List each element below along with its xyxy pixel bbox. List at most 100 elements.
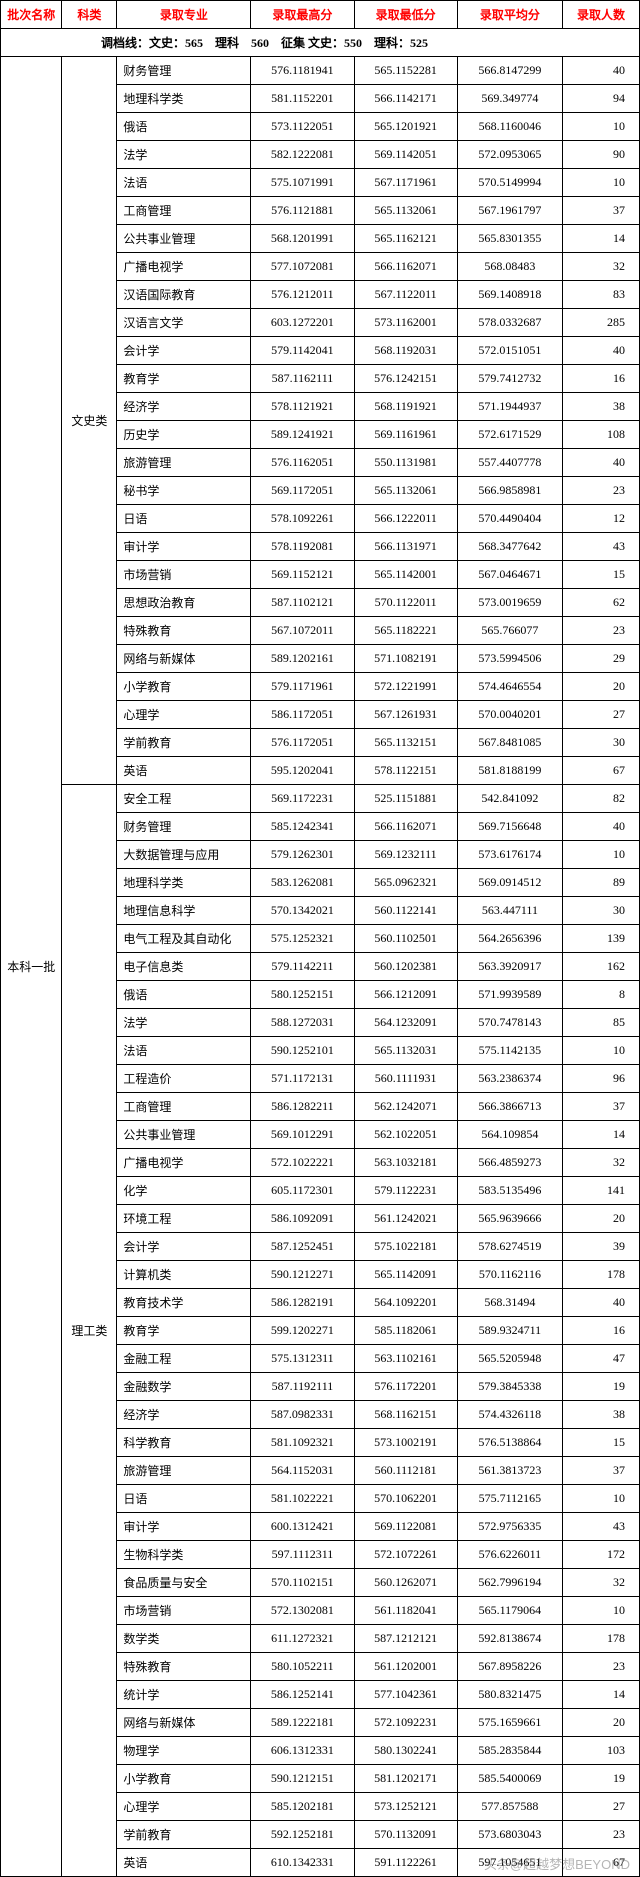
major-cell: 网络与新媒体 (117, 1709, 251, 1737)
max-cell: 578.1092261 (251, 505, 354, 533)
major-cell: 法语 (117, 169, 251, 197)
max-cell: 581.1092321 (251, 1429, 354, 1457)
max-cell: 579.1262301 (251, 841, 354, 869)
avg-cell: 597.1054651 (457, 1849, 562, 1877)
max-cell: 587.1162111 (251, 365, 354, 393)
max-cell: 586.1282211 (251, 1093, 354, 1121)
max-cell: 586.1282191 (251, 1289, 354, 1317)
min-cell: 568.1192031 (354, 337, 457, 365)
count-cell: 39 (563, 1233, 640, 1261)
min-cell: 566.1212091 (354, 981, 457, 1009)
major-cell: 俄语 (117, 981, 251, 1009)
max-cell: 590.1212271 (251, 1261, 354, 1289)
count-cell: 32 (563, 253, 640, 281)
major-cell: 数学类 (117, 1625, 251, 1653)
major-cell: 日语 (117, 1485, 251, 1513)
min-cell: 565.0962321 (354, 869, 457, 897)
count-cell: 37 (563, 197, 640, 225)
count-cell: 30 (563, 729, 640, 757)
avg-cell: 570.4490404 (457, 505, 562, 533)
max-cell: 564.1152031 (251, 1457, 354, 1485)
header-major: 录取专业 (117, 1, 251, 29)
count-cell: 47 (563, 1345, 640, 1373)
count-cell: 83 (563, 281, 640, 309)
major-cell: 工商管理 (117, 1093, 251, 1121)
major-cell: 旅游管理 (117, 449, 251, 477)
min-cell: 566.1131971 (354, 533, 457, 561)
major-cell: 计算机类 (117, 1261, 251, 1289)
avg-cell: 563.2386374 (457, 1065, 562, 1093)
major-cell: 特殊教育 (117, 1653, 251, 1681)
min-cell: 565.1142091 (354, 1261, 457, 1289)
min-cell: 550.1131981 (354, 449, 457, 477)
avg-cell: 565.1179064 (457, 1597, 562, 1625)
min-cell: 560.1202381 (354, 953, 457, 981)
avg-cell: 592.8138674 (457, 1625, 562, 1653)
max-cell: 579.1142211 (251, 953, 354, 981)
max-cell: 579.1142041 (251, 337, 354, 365)
min-cell: 572.1092231 (354, 1709, 457, 1737)
min-cell: 566.1142171 (354, 85, 457, 113)
major-cell: 法学 (117, 141, 251, 169)
max-cell: 578.1192081 (251, 533, 354, 561)
major-cell: 地理信息科学 (117, 897, 251, 925)
avg-cell: 568.1160046 (457, 113, 562, 141)
min-cell: 566.1222011 (354, 505, 457, 533)
max-cell: 579.1171961 (251, 673, 354, 701)
admission-table: 批次名称 科类 录取专业 录取最高分 录取最低分 录取平均分 录取人数 调档线：… (0, 0, 640, 1877)
count-cell: 62 (563, 589, 640, 617)
avg-cell: 569.1408918 (457, 281, 562, 309)
major-cell: 科学教育 (117, 1429, 251, 1457)
count-cell: 10 (563, 113, 640, 141)
min-cell: 570.1122011 (354, 589, 457, 617)
avg-cell: 572.0151051 (457, 337, 562, 365)
major-cell: 化学 (117, 1177, 251, 1205)
major-cell: 会计学 (117, 337, 251, 365)
count-cell: 38 (563, 393, 640, 421)
avg-cell: 572.6171529 (457, 421, 562, 449)
header-avg: 录取平均分 (457, 1, 562, 29)
major-cell: 法学 (117, 1009, 251, 1037)
min-cell: 579.1122231 (354, 1177, 457, 1205)
header-batch: 批次名称 (1, 1, 62, 29)
count-cell: 172 (563, 1541, 640, 1569)
avg-cell: 579.3845338 (457, 1373, 562, 1401)
max-cell: 572.1302081 (251, 1597, 354, 1625)
avg-cell: 565.9639666 (457, 1205, 562, 1233)
major-cell: 小学教育 (117, 673, 251, 701)
count-cell: 40 (563, 337, 640, 365)
category-cell: 理工类 (62, 785, 117, 1877)
max-cell: 570.1342021 (251, 897, 354, 925)
count-cell: 40 (563, 57, 640, 85)
max-cell: 572.1022221 (251, 1149, 354, 1177)
avg-cell: 565.5205948 (457, 1345, 562, 1373)
avg-cell: 580.8321475 (457, 1681, 562, 1709)
count-cell: 10 (563, 169, 640, 197)
major-cell: 旅游管理 (117, 1457, 251, 1485)
count-cell: 15 (563, 1429, 640, 1457)
count-cell: 23 (563, 1653, 640, 1681)
avg-cell: 572.0953065 (457, 141, 562, 169)
min-cell: 567.1261931 (354, 701, 457, 729)
min-cell: 576.1172201 (354, 1373, 457, 1401)
min-cell: 560.1122141 (354, 897, 457, 925)
min-cell: 565.1162121 (354, 225, 457, 253)
min-cell: 566.1162071 (354, 813, 457, 841)
avg-cell: 564.109854 (457, 1121, 562, 1149)
min-cell: 562.1022051 (354, 1121, 457, 1149)
avg-cell: 567.1961797 (457, 197, 562, 225)
major-cell: 会计学 (117, 1233, 251, 1261)
avg-cell: 569.0914512 (457, 869, 562, 897)
avg-cell: 585.5400069 (457, 1765, 562, 1793)
max-cell: 603.1272201 (251, 309, 354, 337)
count-cell: 43 (563, 1513, 640, 1541)
max-cell: 611.1272321 (251, 1625, 354, 1653)
major-cell: 金融工程 (117, 1345, 251, 1373)
min-cell: 563.1102161 (354, 1345, 457, 1373)
count-cell: 10 (563, 1037, 640, 1065)
max-cell: 588.1272031 (251, 1009, 354, 1037)
max-cell: 589.1202161 (251, 645, 354, 673)
count-cell: 178 (563, 1261, 640, 1289)
max-cell: 581.1152201 (251, 85, 354, 113)
count-cell: 23 (563, 1821, 640, 1849)
